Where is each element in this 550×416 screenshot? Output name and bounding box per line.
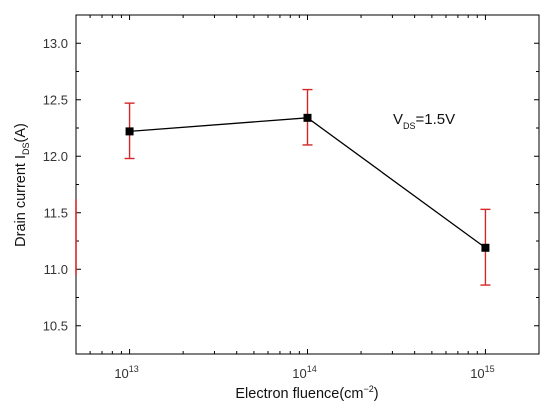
data-point (303, 113, 312, 122)
x-axis-title-sup: −2 (364, 384, 374, 394)
x-tick-label: 1013 (114, 364, 138, 381)
plot-frame (75, 14, 540, 355)
data-point (125, 127, 134, 136)
x-tick-label-exp: 15 (485, 364, 495, 374)
annotation-vds-sub: DS (403, 121, 416, 131)
annotation-vds-rest: =1.5V (416, 111, 456, 128)
y-axis-title-sub: DS (21, 142, 31, 155)
x-axis-title-close: ) (374, 386, 379, 402)
data-marks (75, 88, 491, 286)
y-tick-label: 12.5 (43, 92, 68, 107)
x-axis-title-main: Electron fluence(cm (235, 386, 363, 402)
x-tick-label-exp: 13 (129, 364, 139, 374)
y-tick-label: 13.0 (43, 36, 68, 51)
x-tick-label-base: 10 (292, 366, 306, 381)
x-tick-label: 1015 (470, 364, 494, 381)
data-point (481, 243, 490, 252)
x-tick-label-exp: 14 (307, 364, 317, 374)
y-tick-label: 12.0 (43, 149, 68, 164)
x-tick-label-base: 10 (470, 366, 484, 381)
x-tick-label: 1014 (292, 364, 316, 381)
y-tick-label: 11.0 (44, 262, 68, 277)
y-axis-title: Drain current IDS(A) (13, 123, 31, 247)
x-axis-title: Electron fluence(cm−2) (235, 384, 378, 402)
y-axis-title-unit: (A) (13, 123, 29, 142)
x-tick-label-base: 10 (114, 366, 128, 381)
annotation-vds-main: V (393, 111, 403, 128)
y-tick-label: 11.5 (44, 205, 68, 220)
annotation-vds: VDS=1.5V (393, 111, 455, 131)
y-axis-title-main: Drain current I (13, 155, 29, 247)
y-tick-label: 10.5 (43, 318, 68, 333)
